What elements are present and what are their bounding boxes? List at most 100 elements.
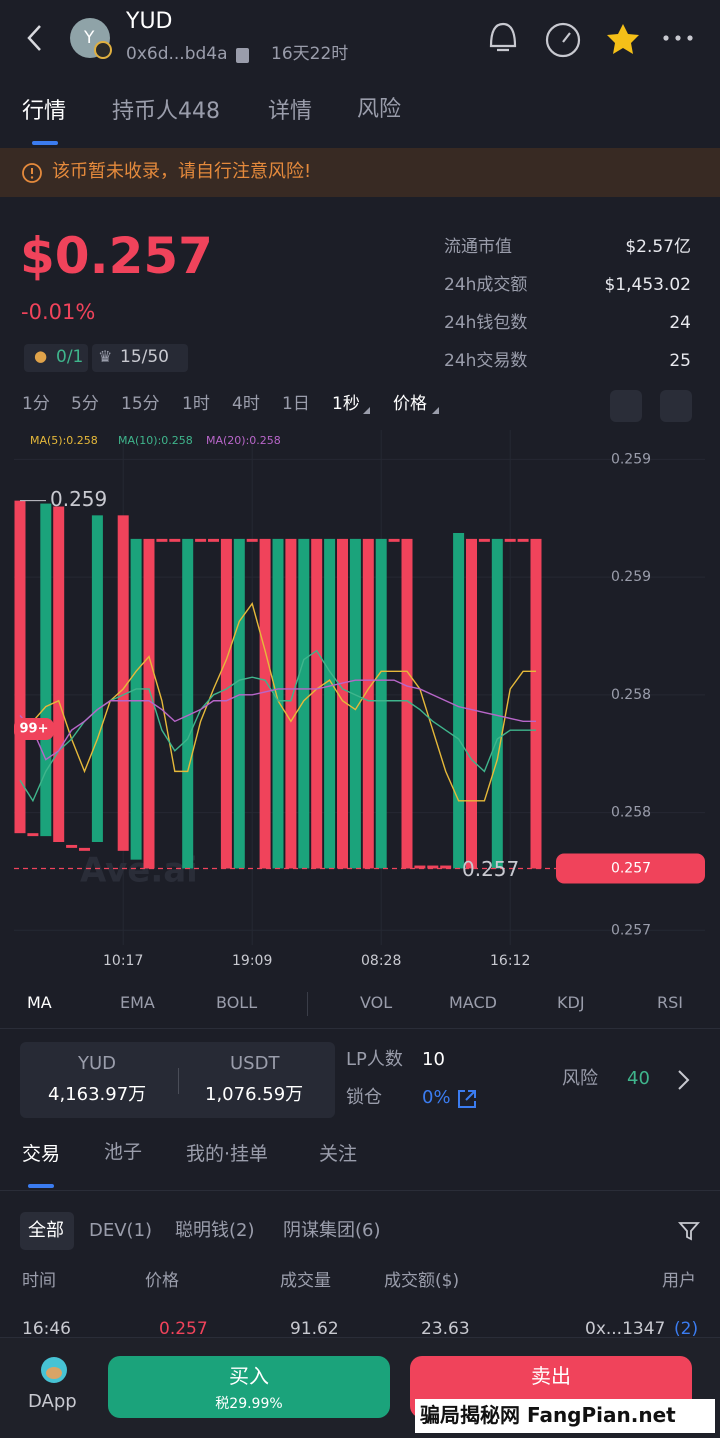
candle-body	[427, 865, 439, 869]
token-name: YUD	[126, 9, 173, 34]
filter-icon[interactable]	[678, 1220, 700, 1242]
cell[interactable]: 0x...1347	[585, 1319, 666, 1339]
interval[interactable]: 1秒	[332, 394, 360, 414]
filter[interactable]: 全部	[28, 1220, 64, 1241]
lp-label: LP人数	[346, 1049, 403, 1070]
dapp-icon[interactable]	[40, 1356, 68, 1384]
trade-tab[interactable]: 池子	[104, 1141, 143, 1163]
candle-body	[440, 865, 452, 869]
indicator[interactable]: EMA	[120, 993, 155, 1012]
cell: 0.257	[159, 1319, 208, 1339]
filter[interactable]: DEV(1)	[89, 1220, 153, 1241]
bell-icon[interactable]	[489, 22, 517, 52]
indicator[interactable]: BOLL	[216, 993, 258, 1012]
indicator[interactable]: VOL	[360, 993, 393, 1012]
lp-value: 10	[422, 1049, 445, 1070]
candle-body	[375, 538, 387, 869]
legend-entry: MA(5):0.258	[30, 434, 98, 447]
tool-button[interactable]	[610, 390, 642, 422]
tab[interactable]: 行情	[22, 99, 67, 124]
table-header[interactable]: 价格	[145, 1271, 179, 1291]
y-tick-label: 0.259	[611, 451, 651, 467]
table-header[interactable]: 时间	[22, 1271, 56, 1291]
buy-button[interactable]	[108, 1356, 390, 1418]
stat-label: 24h钱包数	[444, 313, 528, 333]
tab[interactable]: 风险	[357, 97, 402, 122]
interval[interactable]: 价格	[393, 394, 427, 414]
risk-label: 风险	[562, 1068, 598, 1089]
candle-body	[517, 538, 529, 542]
cell: 23.63	[421, 1319, 470, 1339]
copy-icon[interactable]	[236, 48, 249, 63]
cell: 16:46	[22, 1319, 71, 1339]
link-icon[interactable]	[456, 1088, 478, 1110]
candle-body	[285, 538, 297, 869]
legend-entry: MA(20):0.258	[206, 434, 281, 447]
x-tick-label: 19:09	[232, 953, 272, 969]
candle-body	[91, 515, 103, 842]
badge-value[interactable]: 0/1	[56, 347, 84, 367]
x-tick-label: 10:17	[103, 953, 143, 969]
interval[interactable]: 1时	[182, 394, 210, 414]
separator	[307, 992, 308, 1016]
star-icon[interactable]	[607, 24, 639, 54]
price: $0.257	[20, 227, 213, 285]
indicator[interactable]: RSI	[657, 993, 683, 1012]
filter[interactable]: 阴谋集团(6)	[283, 1220, 381, 1241]
more-dot[interactable]	[687, 35, 693, 41]
token-address[interactable]: 0x6d...bd4a	[126, 44, 228, 64]
gauge-icon[interactable]	[545, 22, 581, 58]
more-dot[interactable]	[675, 35, 681, 41]
cell: (2)	[674, 1319, 699, 1339]
indicator[interactable]: KDJ	[557, 993, 585, 1012]
y-tick-label: 0.258	[611, 687, 651, 703]
stat-label: 24h成交额	[444, 275, 528, 295]
pool-token: YUD	[78, 1053, 117, 1074]
tab[interactable]: 详情	[268, 99, 313, 124]
lock-label: 锁仓	[346, 1087, 382, 1108]
trade-tab[interactable]: 关注	[319, 1143, 358, 1165]
candle-body	[311, 538, 323, 869]
header-icons	[27, 18, 693, 63]
filter[interactable]: 聪明钱(2)	[175, 1220, 255, 1241]
trade-tab[interactable]: 我的·挂单	[186, 1143, 269, 1165]
candle-body	[220, 538, 232, 869]
tab[interactable]: 持币人448	[112, 99, 220, 124]
interval[interactable]: 15分	[121, 394, 160, 414]
interval[interactable]: 5分	[71, 394, 99, 414]
interval[interactable]: 1分	[22, 394, 50, 414]
risk-value[interactable]: 40	[627, 1068, 650, 1089]
indicator[interactable]: MACD	[449, 993, 497, 1012]
chain-icon	[94, 41, 112, 59]
candle-body	[272, 538, 284, 869]
candle-body	[169, 538, 181, 542]
warning-icon	[22, 163, 42, 183]
interval[interactable]: 1日	[282, 394, 310, 414]
candle-body	[504, 538, 516, 542]
candle-body	[401, 538, 413, 869]
pool-divider	[178, 1068, 179, 1094]
gauge-needle	[562, 32, 571, 43]
notification-badge	[14, 718, 54, 740]
candle-body	[453, 533, 465, 869]
sell-label[interactable]: 卖出	[531, 1364, 571, 1388]
avatar-letter: Y	[84, 28, 95, 48]
candle-body	[478, 538, 490, 542]
back-icon[interactable]	[27, 25, 41, 51]
cell: 91.62	[290, 1319, 339, 1339]
indicator[interactable]: MA	[27, 993, 52, 1012]
badge-value[interactable]: 15/50	[120, 347, 169, 367]
more-dot[interactable]	[663, 35, 669, 41]
candle-body	[530, 538, 542, 869]
trade-tab[interactable]: 交易	[22, 1143, 61, 1165]
tab-indicator	[32, 141, 58, 145]
candle-body	[388, 538, 400, 542]
candle-body	[298, 538, 310, 869]
dapp-label[interactable]: DApp	[28, 1391, 77, 1412]
candle-body	[233, 538, 245, 869]
tool-button[interactable]	[660, 390, 692, 422]
lock-value[interactable]: 0%	[422, 1087, 451, 1108]
buy-label[interactable]: 买入	[229, 1364, 269, 1388]
chevron-icon[interactable]	[674, 1068, 694, 1092]
interval[interactable]: 4时	[232, 394, 260, 414]
